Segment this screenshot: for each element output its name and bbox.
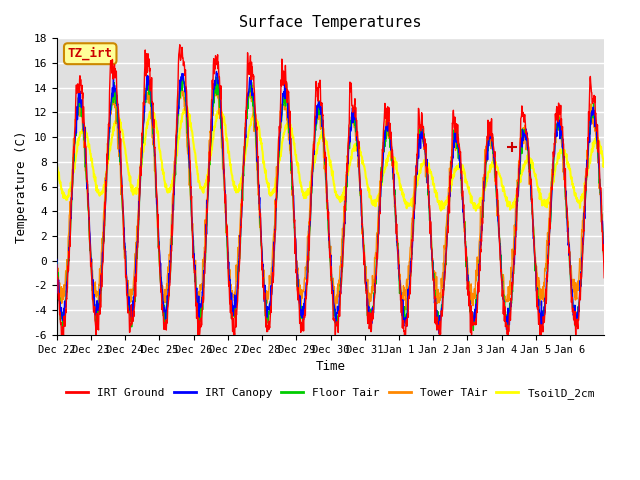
X-axis label: Time: Time	[316, 360, 346, 373]
Title: Surface Temperatures: Surface Temperatures	[239, 15, 422, 30]
Text: TZ_irt: TZ_irt	[68, 47, 113, 60]
Y-axis label: Temperature (C): Temperature (C)	[15, 130, 28, 243]
Legend: IRT Ground, IRT Canopy, Floor Tair, Tower TAir, TsoilD_2cm: IRT Ground, IRT Canopy, Floor Tair, Towe…	[62, 384, 599, 404]
